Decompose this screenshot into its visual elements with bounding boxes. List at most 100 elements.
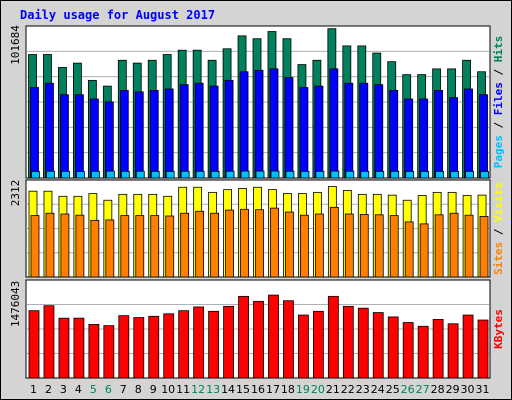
bar-sites-day-25 (389, 215, 399, 278)
bar-kbytes-day-25 (387, 316, 399, 379)
legend-visits: Visits (492, 182, 505, 222)
bar-sites-day-23 (359, 214, 369, 278)
x-tick-label-19: 19 (296, 383, 310, 396)
x-tick-label-3: 3 (60, 383, 67, 396)
legend-sites: Sites (492, 242, 505, 275)
bar-pages-day-31 (480, 171, 489, 179)
x-tick-label-6: 6 (105, 383, 112, 396)
x-tick-label-28: 28 (431, 383, 445, 396)
x-tick-label-27: 27 (416, 383, 430, 396)
bar-sites-day-26 (404, 221, 414, 278)
bar-sites-day-15 (240, 208, 249, 278)
bar-pages-day-10 (165, 170, 175, 179)
legend-files: Files (492, 82, 505, 115)
bar-kbytes-day-31 (477, 319, 489, 379)
bar-kbytes-day-27 (417, 325, 429, 379)
x-tick-label-13: 13 (206, 383, 220, 396)
bar-files-day-7 (119, 90, 129, 179)
x-tick-label-20: 20 (311, 383, 325, 396)
bar-pages-day-4 (76, 171, 85, 179)
x-tick-label-9: 9 (150, 383, 157, 396)
bar-sites-day-9 (150, 215, 160, 278)
bar-kbytes-day-24 (372, 312, 384, 379)
bar-sites-day-10 (165, 215, 175, 278)
chart-bars (28, 28, 489, 379)
bar-files-day-31 (479, 94, 488, 179)
bar-files-day-20 (314, 85, 324, 179)
bar-sites-day-29 (449, 212, 459, 278)
legend-kbytes: KBytes (492, 309, 505, 349)
legend-separator: / (492, 115, 505, 135)
bar-files-day-21 (329, 68, 339, 179)
bar-pages-day-3 (61, 170, 70, 179)
bar-files-day-13 (209, 85, 219, 179)
bar-pages-day-17 (270, 170, 280, 179)
bar-pages-day-24 (375, 170, 385, 179)
bar-sites-day-27 (419, 223, 429, 278)
bar-kbytes-day-21 (327, 295, 339, 379)
bar-kbytes-day-10 (163, 313, 175, 379)
bar-kbytes-day-3 (58, 317, 70, 379)
legend-separator: / (492, 62, 505, 82)
bar-pages-day-7 (120, 170, 130, 179)
bar-files-day-8 (134, 91, 144, 179)
bar-kbytes-day-4 (73, 317, 85, 379)
bar-sites-day-24 (374, 214, 384, 278)
bar-files-day-11 (179, 84, 189, 179)
bar-pages-day-26 (405, 171, 415, 179)
bar-sites-day-13 (210, 212, 220, 278)
x-tick-label-18: 18 (281, 383, 295, 396)
bar-pages-day-27 (420, 171, 430, 179)
bar-kbytes-day-1 (28, 310, 40, 379)
bar-pages-day-25 (390, 170, 400, 179)
x-tick-label-31: 31 (476, 383, 490, 396)
bar-sites-day-17 (270, 207, 279, 278)
x-tick-label-2: 2 (45, 383, 52, 396)
legend-visits-sites: Sites / Visits (492, 182, 505, 275)
bar-files-day-26 (404, 98, 414, 179)
bar-kbytes-day-23 (357, 307, 369, 379)
bar-kbytes-day-29 (447, 323, 459, 379)
bar-pages-day-12 (195, 170, 205, 179)
bar-kbytes-day-9 (148, 315, 160, 379)
bar-kbytes-day-15 (238, 295, 249, 379)
y-max-label-bottom: 1476043 (9, 281, 22, 327)
bar-files-day-12 (194, 82, 204, 179)
bar-sites-day-4 (75, 214, 85, 278)
bar-sites-day-6 (105, 219, 115, 278)
bar-kbytes-day-18 (283, 300, 294, 379)
x-tick-label-5: 5 (90, 383, 97, 396)
bar-kbytes-day-5 (88, 323, 100, 379)
bar-kbytes-day-12 (193, 306, 205, 379)
bar-kbytes-day-30 (462, 314, 474, 379)
bar-kbytes-day-8 (133, 317, 145, 379)
bar-files-day-27 (419, 98, 429, 179)
bar-kbytes-day-11 (178, 310, 190, 379)
bar-pages-day-18 (285, 170, 295, 179)
legend-hits-files-pages: Pages / Files / Hits (492, 36, 505, 169)
bar-kbytes-day-6 (103, 325, 115, 379)
bar-sites-day-31 (479, 215, 489, 278)
x-tick-label-11: 11 (176, 383, 190, 396)
bar-kbytes-day-2 (43, 305, 55, 379)
bar-sites-day-28 (434, 214, 444, 278)
bar-pages-day-2 (46, 170, 55, 179)
x-tick-label-30: 30 (461, 383, 475, 396)
bar-pages-day-20 (315, 170, 325, 179)
legend-pages: Pages (492, 135, 505, 168)
x-tick-label-14: 14 (221, 383, 235, 396)
x-tick-label-10: 10 (161, 383, 175, 396)
x-tick-label-12: 12 (191, 383, 205, 396)
bar-pages-day-5 (90, 170, 100, 179)
bar-files-day-22 (344, 82, 354, 179)
bar-files-day-3 (60, 94, 69, 179)
bar-files-day-1 (30, 87, 39, 179)
bar-files-day-23 (359, 82, 369, 179)
bar-files-day-30 (464, 88, 473, 179)
x-tick-label-16: 16 (251, 383, 265, 396)
bar-files-day-14 (224, 79, 234, 179)
bar-pages-day-28 (435, 170, 445, 179)
x-tick-label-21: 21 (326, 383, 340, 396)
legends: Pages / Files / Hits Sites / Visits KBytes (492, 36, 505, 349)
